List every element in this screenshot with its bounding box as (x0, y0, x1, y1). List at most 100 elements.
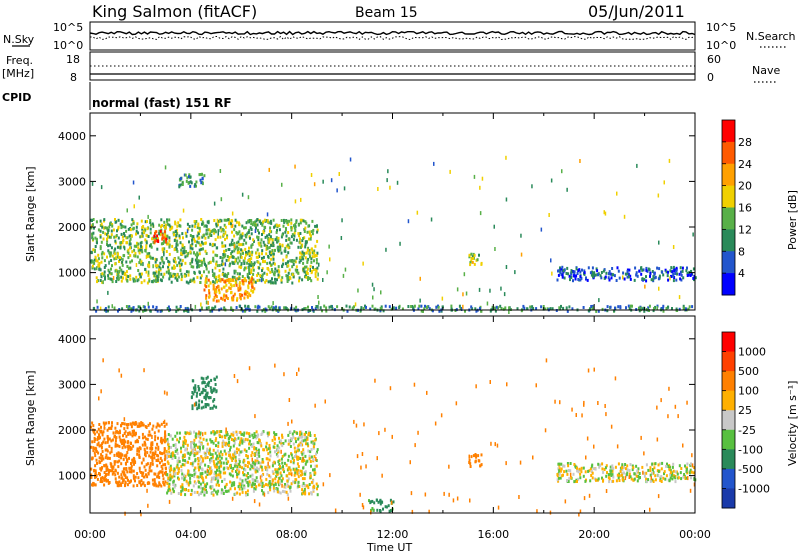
echo-cell (262, 484, 265, 488)
echo-cell (193, 451, 196, 455)
echo-cell (91, 456, 94, 460)
echo-cell (261, 223, 264, 227)
echo-cell (215, 405, 218, 409)
echo-cell (201, 261, 204, 265)
echo-cell (108, 225, 111, 229)
echo-cell (157, 270, 160, 274)
echo-cell (208, 294, 211, 298)
echo-cell (313, 259, 315, 263)
echo-cell (96, 477, 99, 481)
echo-cell (120, 453, 123, 457)
echo-cell (572, 472, 575, 476)
echo-cell (290, 225, 293, 229)
echo-cell (181, 487, 184, 490)
echo-cell (136, 449, 139, 453)
echo-cell (125, 260, 128, 264)
echo-cell (604, 275, 607, 279)
echo-cell (168, 245, 171, 249)
echo-cell (214, 439, 217, 442)
echo-cell (656, 306, 658, 311)
echo-cell (269, 454, 272, 458)
echo-cell (220, 430, 223, 433)
echo-cell (285, 228, 287, 232)
echo-cell (269, 253, 272, 257)
echo-cell (183, 251, 186, 255)
echo-cell (260, 444, 263, 448)
echo-cell (116, 255, 119, 259)
echo-cell (316, 230, 319, 234)
echo-cell (643, 277, 646, 281)
echo-cell (95, 309, 98, 313)
echo-cell (418, 304, 421, 308)
echo-cell (101, 466, 103, 470)
echo-cell (268, 446, 271, 450)
echo-cell (156, 278, 159, 282)
echo-cell (191, 474, 194, 477)
echo-cell (275, 433, 278, 436)
echo-cell (121, 263, 124, 267)
echo-cell (193, 472, 196, 476)
echo-cell (296, 470, 299, 474)
echo-cell (250, 281, 253, 285)
echo-cell (577, 477, 580, 481)
echo-cell (301, 239, 304, 243)
echo-cell (212, 448, 215, 452)
echo-cell (281, 483, 283, 488)
echo-cell (160, 465, 163, 468)
echo-cell (657, 494, 660, 499)
echo-cell (153, 453, 155, 457)
echo-cell (229, 448, 231, 452)
echo-cell (311, 219, 314, 223)
echo-cell (289, 489, 292, 493)
echo-cell (129, 246, 131, 250)
echo-cell (597, 477, 600, 481)
echo-cell (145, 437, 148, 441)
echo-cell (576, 469, 579, 473)
echo-cell (200, 181, 203, 185)
echo-cell (191, 404, 194, 408)
echo-cell (164, 438, 167, 442)
echo-cell (680, 270, 682, 274)
echo-cell (102, 358, 104, 363)
echo-cell (256, 309, 259, 313)
echo-cell (254, 470, 257, 474)
echo-cell (567, 464, 570, 468)
echo-cell (289, 241, 292, 245)
echo-cell (233, 464, 236, 468)
echo-cell (662, 476, 665, 480)
echo-cell (190, 396, 193, 400)
echo-cell (148, 430, 151, 434)
echo-cell (166, 307, 169, 310)
echo-cell (149, 446, 152, 450)
echo-cell (276, 278, 278, 282)
echo-cell (626, 468, 629, 472)
echo-cell (166, 234, 169, 238)
echo-cell (126, 426, 129, 430)
echo-cell (223, 218, 226, 222)
echo-cell (126, 458, 128, 462)
echo-cell (616, 473, 619, 477)
echo-cell (106, 239, 109, 243)
echo-cell (376, 508, 379, 512)
echo-cell (201, 235, 204, 239)
echo-cell (137, 249, 140, 253)
echo-cell (269, 483, 272, 486)
echo-cell (346, 309, 349, 313)
echo-cell (322, 278, 324, 282)
echo-cell (494, 247, 496, 251)
echo-cell (257, 467, 260, 471)
echo-cell (693, 482, 696, 487)
echo-cell (213, 472, 216, 476)
echo-cell (146, 451, 149, 455)
echo-cell (96, 436, 99, 440)
echo-cell (183, 453, 186, 457)
echo-cell (566, 187, 568, 192)
echo-cell (310, 247, 313, 251)
velocity-ylabel: Slant Range [km] (24, 370, 37, 466)
echo-cell (481, 176, 484, 181)
echo-cell (675, 269, 678, 273)
echo-cell (180, 263, 183, 267)
echo-cell (189, 246, 192, 250)
echo-cell (268, 485, 271, 489)
echo-cell (267, 447, 270, 451)
